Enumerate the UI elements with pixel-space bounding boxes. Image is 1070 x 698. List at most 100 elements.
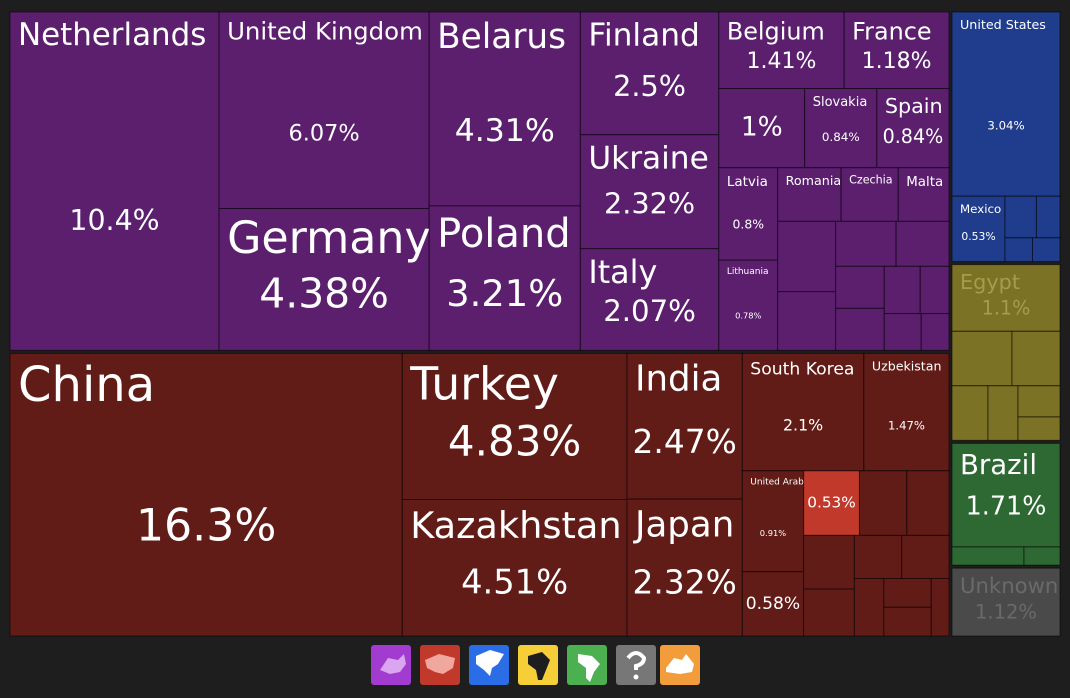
africa-button[interactable] [518, 645, 558, 685]
tile [1023, 546, 1061, 566]
tile-value: 2.32% [633, 563, 737, 601]
tile-name: United States [960, 17, 1046, 32]
oceania-button[interactable] [660, 645, 700, 685]
tile [883, 265, 921, 315]
region: United States 3.04% Mexico 0.53% [951, 11, 1061, 263]
tile-name: Unknown [960, 573, 1058, 598]
tile-name: Ukraine [588, 140, 708, 176]
tile-value: 1.41% [747, 49, 817, 74]
tile [741, 352, 865, 472]
tile [218, 208, 430, 351]
north-america-button[interactable] [469, 645, 509, 685]
tile-value: 0.91% [760, 528, 786, 538]
tile [951, 264, 1061, 332]
tile-value: 0.53% [961, 230, 995, 243]
tile-name: United Arab... [750, 478, 812, 488]
tile [1017, 385, 1061, 418]
tile-name: Malta [906, 175, 943, 190]
tile [1032, 237, 1061, 263]
tile-value: 2.5% [613, 69, 686, 103]
tile [876, 88, 950, 169]
tile-value: 0.53% [807, 494, 856, 512]
tile-value: 1.18% [862, 49, 932, 74]
region: Brazil 1.71% [951, 442, 1061, 566]
tile [1017, 416, 1061, 441]
tile-value: 2.1% [783, 416, 823, 435]
tile [803, 588, 855, 637]
tile [897, 167, 950, 222]
tile [901, 534, 950, 580]
continent-buttons [371, 645, 700, 685]
tile-name: South Korea [750, 360, 854, 380]
region: China 16.3% Turkey 4.83% Kazakhstan 4.51% Indi… [9, 352, 950, 637]
tile [1035, 195, 1061, 239]
tile-name: Poland [437, 211, 571, 257]
tile-value: 16.3% [136, 501, 276, 552]
tile [951, 330, 1013, 387]
tile-name: Romania [786, 173, 841, 188]
tile [1004, 195, 1037, 239]
tile [777, 220, 837, 293]
tile [840, 167, 899, 222]
tile-value: 4.51% [461, 563, 568, 602]
tile [777, 291, 837, 351]
europe-button[interactable] [371, 645, 411, 685]
tile-name: United Kingdom [227, 17, 423, 46]
tile-value: 3.04% [987, 119, 1024, 133]
tile [579, 11, 720, 136]
tile-value: 4.83% [448, 416, 581, 465]
tile [804, 88, 878, 169]
tile-name: Spain [885, 94, 943, 118]
tile-name: Germany [227, 213, 431, 264]
tile-value: 4.31% [455, 113, 555, 149]
tile-value: 0.8% [733, 217, 765, 232]
tile [835, 307, 885, 351]
unknown-button[interactable] [616, 645, 656, 685]
tile-name: Netherlands [18, 17, 206, 53]
tile-name: Kazakhstan [410, 504, 621, 547]
tile [951, 567, 1061, 637]
tile-value: 0.84% [883, 125, 944, 148]
tile [428, 205, 581, 351]
tile [930, 578, 950, 637]
tile [579, 134, 720, 250]
tile-name: Mexico [960, 202, 1001, 216]
tile-value: 1.1% [982, 296, 1031, 319]
tile [718, 11, 845, 90]
tile [858, 470, 908, 536]
tile [428, 11, 581, 207]
tile [883, 606, 932, 637]
tile [835, 265, 885, 309]
tile [883, 313, 922, 351]
tile [919, 265, 950, 315]
tile [1004, 237, 1033, 263]
tile-name: Egypt [960, 270, 1020, 294]
tile [1011, 330, 1061, 387]
tile-value: 2.32% [604, 186, 695, 220]
tile [906, 470, 950, 536]
tile-name: Belgium [727, 17, 825, 45]
south-america-button[interactable] [567, 645, 607, 685]
tile [741, 571, 805, 637]
tile-name: India [635, 359, 722, 400]
tile-value: 1.71% [966, 491, 1047, 521]
tile [843, 11, 950, 90]
tile-name: China [18, 357, 155, 413]
tile [895, 220, 950, 267]
tile-name: Czechia [849, 173, 892, 186]
asia-button[interactable] [420, 645, 460, 685]
tile-value: 3.21% [446, 272, 563, 315]
tile [803, 534, 855, 590]
tile [626, 352, 743, 500]
tile [951, 11, 1061, 197]
tile-name: Latvia [727, 174, 768, 190]
tile-name: Brazil [960, 448, 1037, 481]
tile-value: 0.58% [746, 594, 800, 614]
tile-value: 0.84% [822, 130, 860, 144]
tile-name: Turkey [409, 357, 559, 410]
region: Unknown 1.12% [951, 567, 1061, 637]
tile-name: Lithuania [727, 267, 769, 277]
